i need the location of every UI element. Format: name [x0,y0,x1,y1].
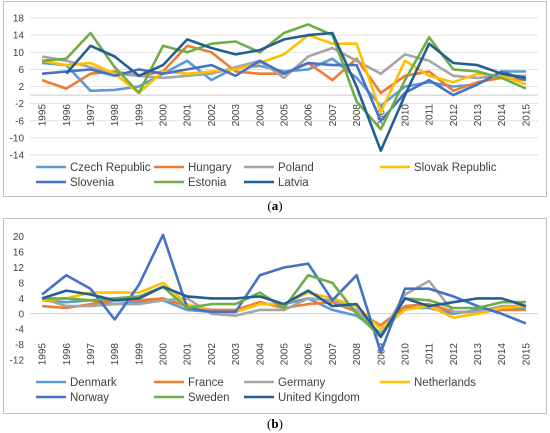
series-line-estonia [41,23,527,131]
legend-label: Sweden [188,392,230,404]
x-tick-label: 2007 [328,104,339,127]
series-line-germany [41,279,526,337]
chart-frame-b: 20 16 12 8 4 0 -4 -8 -12 1995 1996 1997 1998 1999 2000… [3,218,547,414]
x-tick-label: 2004 [255,343,266,366]
x-tick-label: 2003 [231,343,242,366]
legend-label: Germany [278,377,326,389]
x-tick-label: 2001 [183,343,194,366]
y-tick-label: 16 [13,248,25,259]
x-tick-label: 1995 [38,343,49,366]
legend-label: Hungary [188,162,232,174]
x-tick-label: 1999 [134,343,145,366]
x-tick-label: 1999 [134,104,145,127]
series-line-slovak-republic [41,33,527,114]
x-tick-label: 2013 [473,104,484,127]
x-tick-label: 2008 [352,104,363,127]
y-tick-label: 20 [13,232,25,243]
y-tick-label: 14 [13,31,25,42]
x-tick-label: 2006 [304,343,315,366]
x-tick-label: 2007 [328,343,339,366]
x-tick-label: 2003 [231,104,242,127]
panel-a: 18 14 10 6 2 -2 -6 -10 -14 1995 1996 1997 1998 1999 20… [0,0,550,215]
line-chart-b: 20 16 12 8 4 0 -4 -8 -12 1995 1996 1997 1998 1999 2000… [10,232,538,404]
legend-label: Czech Republic [70,162,151,174]
legend-label: France [188,377,224,389]
legend-label: Estonia [188,177,227,189]
series-line-latvia [65,31,527,152]
x-tick-label: 1998 [110,343,121,366]
legend-label: Slovenia [70,177,115,189]
caption-a: (a) [267,198,283,213]
y-tick-label: -8 [15,340,24,351]
y-tick-label: -4 [15,325,24,336]
panel-b: 20 16 12 8 4 0 -4 -8 -12 1995 1996 1997 1998 1999 2000… [0,218,550,433]
x-tick-label: 2010 [400,104,411,127]
x-tick-label: 2001 [183,104,194,127]
x-tick-label: 2000 [159,343,170,366]
x-tick-label: 1998 [110,104,121,127]
x-tick-label: 2010 [400,343,411,366]
x-tick-label: 2015 [521,343,532,366]
series-line-united-kingdom [41,285,527,339]
y-tick-label: 10 [13,48,25,59]
x-tick-label: 2005 [280,104,291,127]
y-tick-label: 12 [13,263,25,274]
x-tick-label: 2011 [425,104,436,126]
line-chart-a: 18 14 10 6 2 -2 -6 -10 -14 1995 1996 1997 1998 1999 20… [10,14,538,189]
chart-frame-a: 18 14 10 6 2 -2 -6 -10 -14 1995 1996 1997 1998 1999 20… [3,1,547,197]
legend-label: Netherlands [414,377,476,389]
x-tick-label: 2005 [280,343,291,366]
x-tick-label: 2009 [376,343,387,366]
y-tick-label: -10 [10,133,25,144]
x-tick-label: 2002 [207,343,218,366]
y-tick-label: 4 [18,294,24,305]
x-tick-label: 2012 [449,104,460,127]
legend-label: Poland [278,162,314,174]
x-tick-label: 2009 [376,104,387,127]
x-tick-label: 1997 [86,343,97,366]
legend-label: Latvia [278,177,309,189]
x-tick-label: 1996 [62,343,73,366]
legend-label: United Kingdom [278,392,360,404]
y-tick-label: 6 [18,65,24,76]
y-tick-label: 8 [18,278,24,289]
y-tick-label: 18 [13,14,25,25]
y-tick-label: 2 [18,82,24,93]
series-line-slovenia [41,59,527,123]
y-tick-label: -12 [10,356,25,367]
x-tick-label: 1996 [62,104,73,127]
legend-label: Denmark [70,377,117,389]
x-tick-label: 2002 [207,104,218,127]
x-tick-label: 2015 [521,104,532,127]
x-tick-label: 2000 [159,104,170,127]
x-tick-label: 2011 [425,343,436,365]
y-tick-label: -14 [10,151,25,162]
x-tick-label: 2013 [473,343,484,366]
x-tick-label: 2014 [497,343,508,366]
series-line-norway [41,233,527,354]
x-tick-label: 2004 [255,104,266,127]
x-tick-label: 1997 [86,104,97,127]
y-tick-label: -2 [15,99,24,110]
x-tick-label: 2012 [449,343,460,366]
legend-label: Slovak Republic [414,162,497,174]
legend-label: Norway [70,392,109,404]
series-line-sweden [42,273,526,339]
x-tick-label: 1995 [38,104,49,127]
y-tick-label: 0 [18,309,24,320]
x-tick-label: 2006 [304,104,315,127]
caption-b: (b) [267,416,283,431]
x-tick-label: 2008 [352,343,363,366]
y-tick-label: -6 [15,116,24,127]
x-tick-label: 2014 [497,104,508,127]
